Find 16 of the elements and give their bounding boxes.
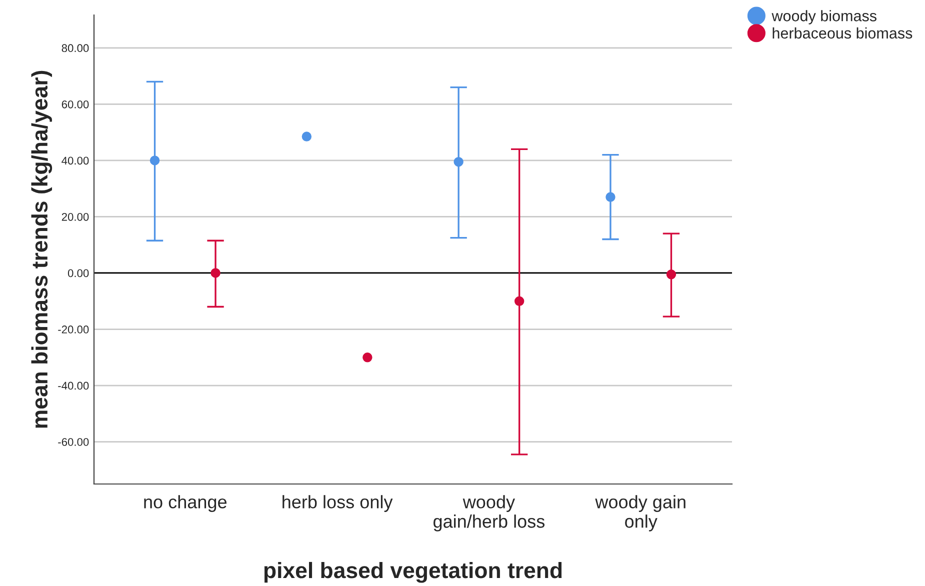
y-tick-label: 20.00 [62,212,89,221]
y-tick-label: -40.00 [58,382,89,390]
x-tick-label: herb loss only [282,495,393,512]
legend-label: herbaceous biomass [772,27,912,39]
y-axis-title: mean biomass trends (kg/ha/year) [31,70,52,428]
x-axis-title: pixel based vegetation trend [264,562,562,583]
x-tick-label: no change [144,495,227,512]
x-tick-label: woody gain/herb loss [434,495,545,532]
y-tick-label: 40.00 [62,156,89,165]
y-tick-label: -20.00 [58,326,89,334]
x-tick-label: woody gain only [595,495,686,532]
y-tick-label: -60.00 [58,438,89,446]
y-tick-label: 80.00 [62,44,89,52]
legend-label: woody biomass [772,10,876,24]
y-tick-label: 0.00 [68,269,89,278]
y-tick-label: 60.00 [62,100,89,108]
